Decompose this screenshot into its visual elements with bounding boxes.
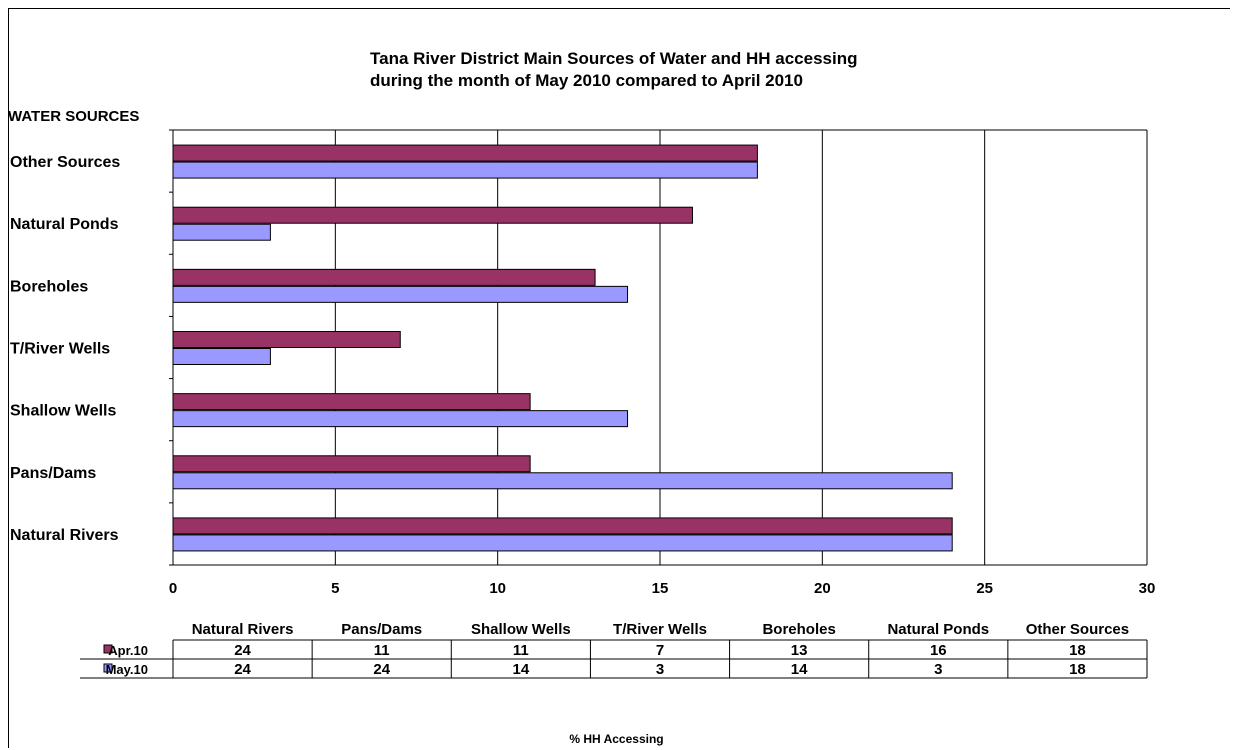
legend-label-May.10: May.10	[106, 662, 148, 677]
bar-May.10-pansdams	[172, 472, 953, 490]
table-value-cell: 18	[1069, 642, 1086, 659]
y-category-label: Natural Rivers	[10, 527, 119, 544]
bar-May.10-othersources	[172, 161, 758, 179]
y-category-label: Shallow Wells	[10, 403, 117, 420]
bar-May.10-shallowwells	[172, 410, 629, 428]
x-tick-label-10: 10	[489, 580, 506, 597]
bar-Apr.10-naturalrivers	[172, 517, 953, 535]
bar-Apr.10-shallowwells	[172, 393, 531, 411]
table-value-cell: 24	[373, 661, 390, 678]
table-value-cell: 18	[1069, 661, 1086, 678]
table-header-cell: Natural Ponds	[887, 621, 989, 638]
y-category-label: Pans/Dams	[10, 465, 96, 482]
chart-frame	[8, 8, 1230, 748]
bar-Apr.10-boreholes	[172, 268, 596, 286]
data-table: Natural Rivers Pans/Dams Shallow Wells T/Ri…	[80, 621, 1148, 679]
category-labels: Natural Rivers Pans/Dams Shallow Wells T/Ri…	[10, 154, 120, 544]
bar-May.10-naturalponds	[172, 223, 271, 241]
bar-May.10-boreholes	[172, 285, 629, 303]
chart-title-line-1: Tana River District Main Sources of Wate…	[370, 49, 858, 68]
x-tick-label-15: 15	[652, 580, 669, 597]
table-value-cell: 3	[934, 661, 942, 678]
table-header-cell: Other Sources	[1026, 621, 1129, 638]
x-tick-label-0: 0	[169, 580, 177, 597]
bar-May.10-naturalrivers	[172, 534, 953, 552]
table-value-cell: 7	[656, 642, 664, 659]
legend-swatch-Apr.10	[103, 644, 113, 654]
bar-Apr.10-pansdams	[172, 455, 531, 473]
table-value-cell: 14	[791, 661, 808, 678]
table-value-cell: 24	[234, 661, 251, 678]
x-tick-label-5: 5	[331, 580, 339, 597]
bar-May.10-triverwells	[172, 348, 271, 365]
table-header-cell: Shallow Wells	[471, 621, 571, 638]
x-tick-label-30: 30	[1139, 580, 1156, 597]
table-value-cell: 13	[791, 642, 808, 659]
table-value-cell: 11	[374, 642, 390, 659]
x-tick-label-20: 20	[814, 580, 831, 597]
x-tick-labels: 0 5 10 15 20 25 30	[169, 580, 1156, 597]
y-category-label: Other Sources	[10, 154, 120, 171]
chart-title-line-2: during the month of May 2010 compared to…	[370, 71, 803, 90]
table-value-cell: 16	[930, 642, 947, 659]
x-tick-label-25: 25	[976, 580, 993, 597]
y-category-label: T/River Wells	[10, 341, 110, 358]
table-header-cell: Boreholes	[762, 621, 835, 638]
table-header-cell: Pans/Dams	[341, 621, 422, 638]
table-value-cell: 3	[656, 661, 664, 678]
axes	[169, 129, 1147, 566]
y-category-label: Natural Ponds	[10, 216, 119, 233]
y-axis-title: WATER SOURCES	[8, 108, 140, 125]
bar-Apr.10-naturalponds	[172, 206, 693, 224]
legend-swatch-May.10	[103, 663, 113, 673]
table-header-cell: Natural Rivers	[192, 621, 294, 638]
table-value-cell: 11	[513, 642, 529, 659]
legend-label-Apr.10: Apr.10	[108, 643, 148, 658]
chart-title: Tana River District Main Sources of Wate…	[370, 48, 1070, 92]
bar-Apr.10-othersources	[172, 144, 758, 162]
bars	[172, 144, 953, 552]
y-category-label: Boreholes	[10, 278, 88, 295]
table-value-cell: 24	[234, 642, 251, 659]
x-axis-title: % HH Accessing	[569, 732, 664, 746]
table-header-cell: T/River Wells	[613, 621, 707, 638]
table-value-cell: 14	[513, 661, 530, 678]
bar-Apr.10-triverwells	[172, 331, 401, 348]
